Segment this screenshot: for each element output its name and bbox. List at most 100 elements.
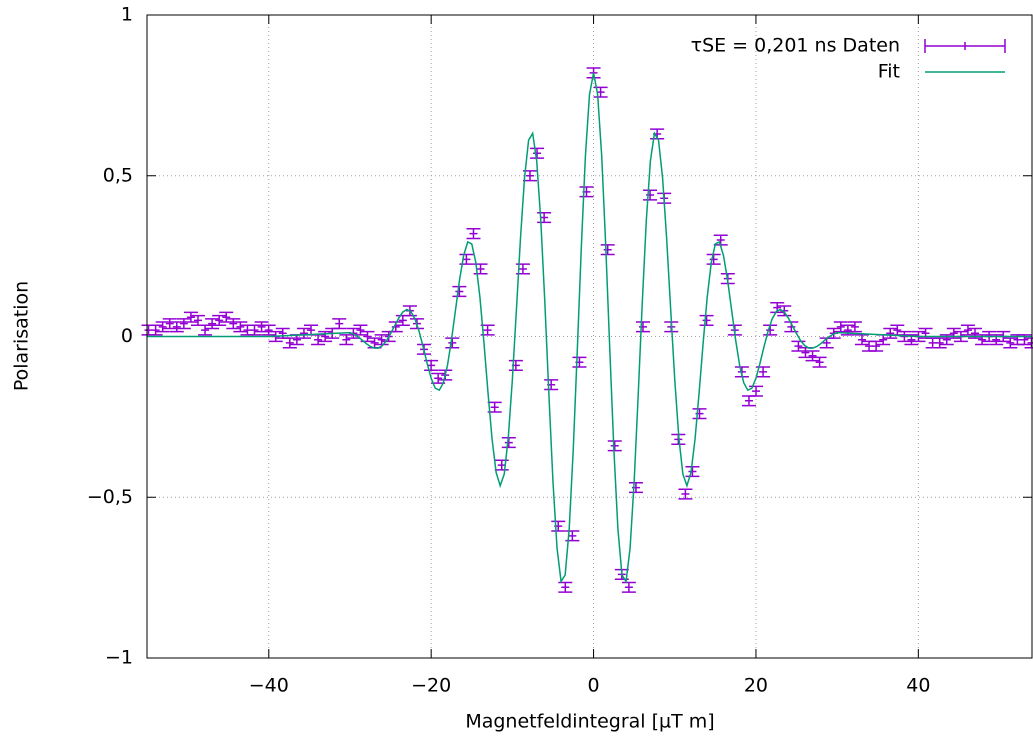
y-tick-label: −0,5 — [87, 486, 133, 508]
data-point — [939, 334, 954, 346]
data-point — [155, 321, 170, 333]
data-point — [678, 488, 693, 500]
data-point — [579, 186, 594, 198]
x-tick-label: 20 — [744, 675, 768, 697]
data-point — [261, 324, 276, 336]
data-point — [607, 440, 622, 452]
x-axis-label: Magnetfeldintegral [µT m] — [465, 711, 714, 733]
x-tick-label: 40 — [906, 675, 930, 697]
data-point — [784, 321, 799, 333]
data-point — [572, 356, 587, 368]
data-point — [968, 327, 983, 339]
data-point — [141, 324, 156, 336]
data-point — [233, 321, 248, 333]
y-tick-label: 1 — [121, 4, 133, 26]
data-point — [650, 128, 665, 140]
data-point — [508, 359, 523, 372]
data-point — [212, 314, 227, 326]
data-point — [636, 321, 651, 333]
data-point — [798, 347, 813, 359]
data-point — [304, 324, 319, 336]
data-point — [169, 321, 184, 333]
y-tick-label: 0,5 — [103, 164, 133, 186]
fit-line — [147, 72, 1032, 584]
legend-label: τSE = 0,201 ns Daten — [691, 35, 900, 57]
legend-swatch — [924, 39, 1006, 53]
data-point — [480, 324, 495, 336]
data-point — [247, 324, 262, 336]
data-point — [862, 340, 877, 352]
data-point — [367, 337, 382, 349]
plot-frame — [146, 14, 1033, 659]
data-point — [833, 321, 848, 333]
data-point — [551, 520, 566, 532]
data-point — [431, 372, 446, 384]
data-point — [162, 318, 177, 330]
data-point — [621, 581, 636, 593]
data-point — [600, 244, 615, 256]
data-point — [854, 334, 869, 346]
data-point — [946, 327, 961, 339]
data-point — [925, 337, 940, 349]
x-tick-label: −20 — [411, 675, 451, 697]
data-point — [777, 305, 792, 317]
data-point — [240, 324, 255, 336]
data-point — [805, 350, 820, 362]
data-point — [812, 356, 827, 368]
data-point — [840, 324, 855, 336]
legend-label: Fit — [878, 61, 900, 83]
data-point — [254, 321, 269, 333]
data-point — [975, 334, 990, 346]
data-point — [353, 324, 368, 336]
data-point — [741, 395, 756, 407]
y-tick-label: −1 — [105, 647, 133, 669]
data-point — [226, 318, 241, 330]
data-point — [876, 334, 891, 346]
data-point — [593, 86, 608, 98]
data-point — [685, 465, 700, 478]
data-point — [756, 366, 771, 378]
data-point — [339, 334, 354, 346]
data-point — [395, 314, 410, 326]
data-point — [643, 189, 658, 201]
data-point — [791, 340, 806, 352]
data-point — [932, 337, 947, 349]
data-point — [176, 318, 191, 330]
data-point — [869, 340, 884, 352]
data-point — [904, 334, 919, 346]
data-point — [1010, 334, 1025, 346]
data-point — [522, 170, 537, 182]
data-point — [459, 253, 474, 265]
data-point — [918, 327, 933, 339]
data-point — [190, 314, 205, 326]
data-point — [332, 318, 347, 330]
data-point — [473, 263, 488, 275]
data-point — [770, 301, 785, 314]
y-axis-label: Polarisation — [11, 281, 33, 391]
data-point — [544, 379, 559, 391]
data-point — [282, 337, 297, 349]
data-point — [388, 321, 403, 333]
data-point — [466, 228, 481, 240]
data-point — [1017, 334, 1032, 346]
data-point — [883, 327, 898, 339]
data-point — [275, 327, 290, 339]
data-point — [487, 401, 502, 413]
data-point — [749, 385, 764, 397]
data-point — [494, 459, 509, 471]
data-point — [713, 234, 728, 246]
data-point — [537, 211, 552, 224]
data-point — [198, 324, 213, 336]
data-point — [699, 314, 714, 326]
data-point — [1003, 337, 1018, 349]
data-point — [890, 324, 905, 336]
data-point — [452, 285, 467, 298]
data-point — [628, 482, 643, 494]
data-point — [989, 334, 1004, 346]
data-point — [565, 530, 580, 542]
data-point — [847, 321, 862, 333]
data-point — [530, 147, 545, 159]
x-tick-label: 0 — [588, 675, 600, 697]
y-tick-label: 0 — [121, 325, 133, 347]
